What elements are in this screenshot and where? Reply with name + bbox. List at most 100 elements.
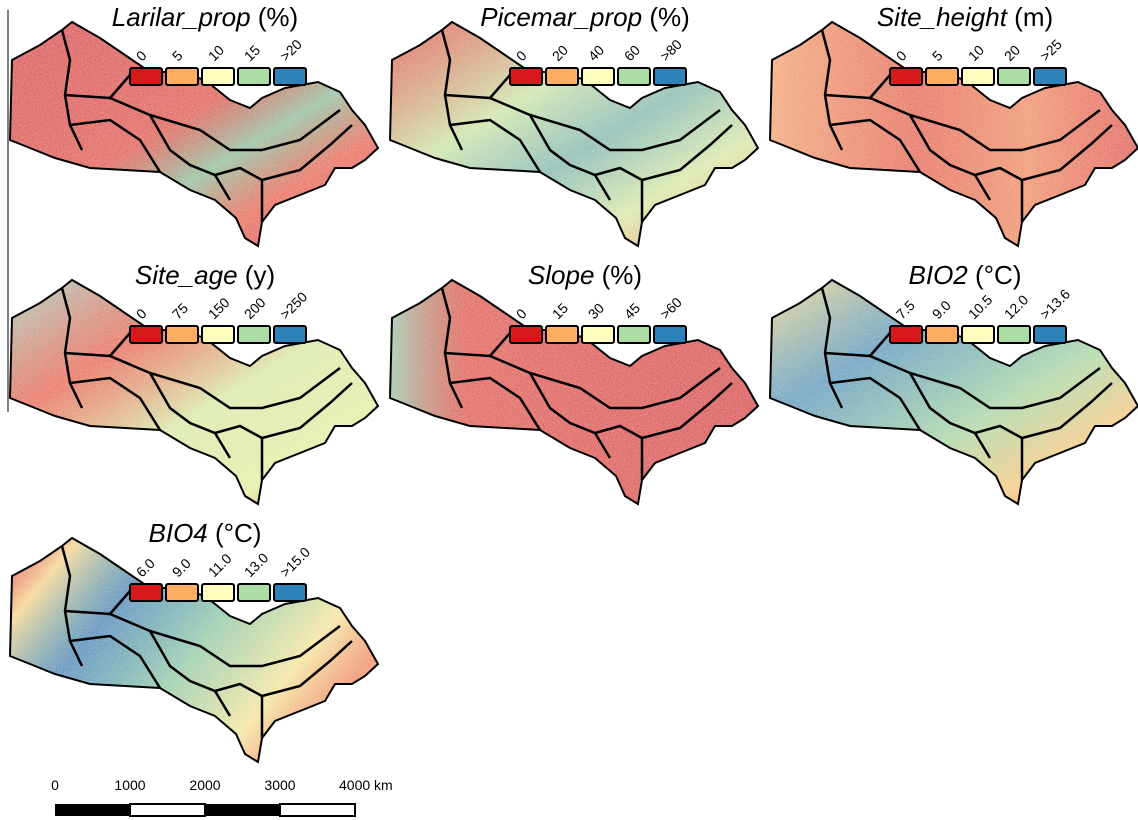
legend-swatch [654, 68, 686, 85]
legend-swatch [546, 326, 578, 343]
scale-segment [130, 804, 205, 816]
legend-label: 15 [549, 300, 571, 322]
legend-label: 30 [585, 300, 607, 322]
legend-label: >25 [1037, 36, 1065, 64]
legend-swatch [890, 326, 922, 343]
legend-swatch [582, 68, 614, 85]
legend-swatch [274, 326, 306, 343]
panel-title: Site_age (y) [135, 260, 275, 290]
legend-swatch [1034, 326, 1066, 343]
title-unit: (%) [649, 2, 689, 32]
title-unit: (%) [258, 2, 298, 32]
legend-swatch [926, 326, 958, 343]
title-variable: Picemar_prop [480, 2, 642, 32]
title-unit: (°C) [215, 518, 262, 548]
scale-segment [55, 804, 130, 816]
legend-label: >60 [657, 294, 685, 322]
legend-swatch [654, 326, 686, 343]
scale-segment [205, 804, 280, 816]
legend-label: >250 [277, 288, 311, 322]
legend-label: 150 [205, 294, 233, 322]
figure: Larilar_prop (%)051015>20Picemar_prop (%… [0, 0, 1138, 820]
legend-label: 5 [169, 47, 186, 64]
legend-swatch [618, 68, 650, 85]
legend-label: 5 [929, 47, 946, 64]
title-unit: (°C) [975, 260, 1022, 290]
panel-title: BIO2 (°C) [909, 260, 1022, 290]
title-variable: Site_age [135, 260, 238, 290]
legend-swatch [926, 68, 958, 85]
legend-swatch [202, 68, 234, 85]
legend-swatch [998, 68, 1030, 85]
legend-swatch [130, 68, 162, 85]
legend-swatch [962, 326, 994, 343]
title-variable: Larilar_prop [112, 2, 251, 32]
title-unit: (%) [602, 260, 642, 290]
legend-label: 20 [549, 42, 571, 64]
legend-label: 13.0 [241, 549, 272, 580]
map-area [770, 22, 1138, 246]
legend-swatch [166, 68, 198, 85]
legend-label: 9.0 [169, 555, 194, 580]
panel-title: Site_height (m) [877, 2, 1053, 32]
legend-label: >15.0 [277, 544, 314, 581]
panel-title: Picemar_prop (%) [480, 2, 690, 32]
legend-swatch [202, 584, 234, 601]
legend-label: 10 [965, 42, 987, 64]
legend-label: 10 [205, 42, 227, 64]
map-area [10, 538, 378, 762]
scale-label: 0 [51, 777, 59, 793]
legend-swatch [130, 584, 162, 601]
legend-label: 75 [169, 300, 191, 322]
legend-swatch [510, 68, 542, 85]
legend-swatch [238, 326, 270, 343]
scale-segment [280, 804, 355, 816]
legend-swatch [1034, 68, 1066, 85]
legend-label: 15 [241, 42, 263, 64]
panel-title: Larilar_prop (%) [112, 2, 298, 32]
legend-swatch [618, 326, 650, 343]
legend-label: 12.0 [1001, 291, 1032, 322]
legend-label: 200 [241, 294, 269, 322]
scale-label: 1000 [114, 777, 145, 793]
legend-swatch [238, 584, 270, 601]
legend-swatch [238, 68, 270, 85]
map-area [770, 280, 1138, 504]
legend-swatch [274, 68, 306, 85]
title-unit: (m) [1014, 2, 1053, 32]
legend-label: 9.0 [929, 297, 954, 322]
legend-label: 20 [1001, 42, 1023, 64]
title-unit: (y) [245, 260, 275, 290]
scale-bar: 0 1000 2000 3000 4000 km [51, 777, 393, 816]
legend-label: 40 [585, 42, 607, 64]
panel-title: BIO4 (°C) [149, 518, 262, 548]
legend-swatch [546, 68, 578, 85]
legend-swatch [130, 326, 162, 343]
legend-swatch [166, 326, 198, 343]
map-area [10, 280, 378, 504]
map-area [10, 22, 378, 246]
panel-title: Slope (%) [528, 260, 642, 290]
legend-label: 11.0 [205, 550, 235, 580]
legend-swatch [582, 326, 614, 343]
legend-label: 45 [621, 300, 643, 322]
scale-label: 3000 [264, 777, 295, 793]
legend-label: 10.5 [965, 291, 996, 322]
legend-swatch [890, 68, 922, 85]
title-variable: BIO4 [149, 518, 208, 548]
title-variable: BIO2 [909, 260, 969, 290]
scale-label: 2000 [189, 777, 220, 793]
legend-label: >80 [657, 36, 685, 64]
legend-swatch [274, 584, 306, 601]
scale-label: 4000 km [339, 777, 393, 793]
map-area [390, 280, 758, 504]
legend-label: 6.0 [133, 555, 158, 580]
legend-label: 7.5 [893, 297, 918, 322]
legend-label: >13.6 [1037, 286, 1074, 323]
